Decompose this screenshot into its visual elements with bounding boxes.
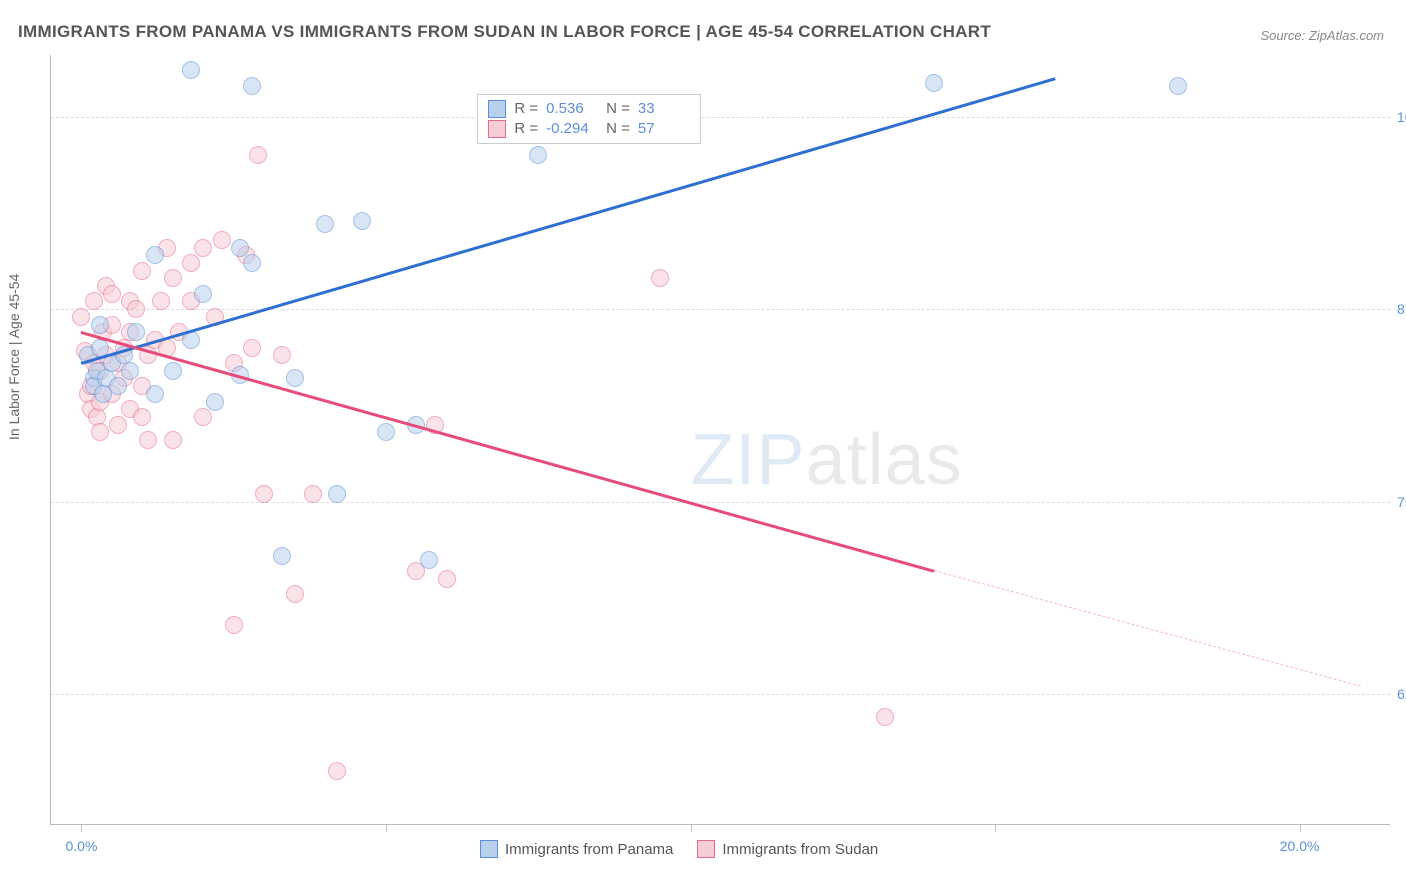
scatter-point-sudan [304,485,322,503]
x-tick-label: 0.0% [65,838,97,854]
scatter-point-panama [286,369,304,387]
scatter-point-sudan [438,570,456,588]
bottom-legend: Immigrants from Panama Immigrants from Su… [480,840,878,858]
scatter-point-panama [91,316,109,334]
legend-n-label: N = [606,120,630,137]
y-tick-label: 100.0% [1397,109,1406,125]
scatter-point-panama [353,212,371,230]
scatter-point-sudan [249,146,267,164]
scatter-point-panama [420,551,438,569]
scatter-point-sudan [213,231,231,249]
x-tick [691,824,692,832]
legend-r-value: 0.536 [546,100,598,117]
legend-label: Immigrants from Panama [505,841,673,858]
scatter-point-sudan [72,308,90,326]
x-tick [995,824,996,832]
plot-area: 62.5%75.0%87.5%100.0%0.0%20.0%ZIPatlasR … [50,55,1390,825]
scatter-point-panama [243,77,261,95]
bottom-legend-item-sudan: Immigrants from Sudan [697,840,878,858]
legend-n-value: 57 [638,120,690,137]
legend-row-sudan: R = -0.294 N = 57 [488,119,690,139]
legend-r-value: -0.294 [546,120,598,137]
scatter-point-sudan [109,416,127,434]
scatter-point-sudan [194,239,212,257]
scatter-point-sudan [876,708,894,726]
scatter-point-sudan [133,408,151,426]
scatter-point-panama [127,323,145,341]
legend-label: Immigrants from Sudan [722,841,878,858]
gridline-h [51,694,1390,695]
scatter-point-panama [377,423,395,441]
legend-swatch [480,840,498,858]
scatter-point-panama [1169,77,1187,95]
y-tick-label: 87.5% [1397,301,1406,317]
scatter-point-sudan [152,292,170,310]
scatter-point-panama [273,547,291,565]
scatter-point-panama [121,362,139,380]
legend-swatch [488,100,506,118]
scatter-point-sudan [182,254,200,272]
legend-row-panama: R = 0.536 N = 33 [488,99,690,119]
scatter-point-panama [164,362,182,380]
correlation-legend: R = 0.536 N = 33 R = -0.294 N = 57 [477,94,701,144]
x-tick [386,824,387,832]
scatter-point-panama [146,246,164,264]
scatter-point-sudan [225,616,243,634]
scatter-point-sudan [164,269,182,287]
scatter-point-sudan [273,346,291,364]
scatter-point-sudan [139,431,157,449]
legend-r-label: R = [514,100,538,117]
scatter-point-panama [109,377,127,395]
y-axis-label: In Labor Force | Age 45-54 [6,274,22,440]
watermark: ZIPatlas [691,419,963,501]
scatter-point-sudan [328,762,346,780]
scatter-point-sudan [194,408,212,426]
scatter-point-sudan [133,262,151,280]
scatter-point-panama [243,254,261,272]
source-attribution: Source: ZipAtlas.com [1260,28,1384,43]
scatter-point-sudan [91,423,109,441]
scatter-point-sudan [243,339,261,357]
chart-container: IMMIGRANTS FROM PANAMA VS IMMIGRANTS FRO… [0,0,1406,892]
legend-swatch [488,120,506,138]
scatter-point-sudan [255,485,273,503]
gridline-h [51,502,1390,503]
legend-n-value: 33 [638,100,690,117]
bottom-legend-item-panama: Immigrants from Panama [480,840,673,858]
trend-line [81,331,934,572]
scatter-point-panama [328,485,346,503]
chart-title: IMMIGRANTS FROM PANAMA VS IMMIGRANTS FRO… [18,22,991,42]
scatter-point-sudan [103,285,121,303]
legend-n-label: N = [606,100,630,117]
scatter-point-panama [206,393,224,411]
x-tick-label: 20.0% [1280,838,1320,854]
scatter-point-panama [194,285,212,303]
gridline-h [51,117,1390,118]
scatter-point-panama [182,61,200,79]
trend-line [934,570,1361,686]
scatter-point-sudan [286,585,304,603]
legend-r-label: R = [514,120,538,137]
scatter-point-sudan [651,269,669,287]
legend-swatch [697,840,715,858]
x-tick [1300,824,1301,832]
x-tick [81,824,82,832]
scatter-point-sudan [164,431,182,449]
scatter-point-sudan [85,292,103,310]
scatter-point-panama [146,385,164,403]
scatter-point-panama [529,146,547,164]
scatter-point-panama [925,74,943,92]
scatter-point-sudan [127,300,145,318]
y-tick-label: 75.0% [1397,494,1406,510]
scatter-point-panama [316,215,334,233]
y-tick-label: 62.5% [1397,686,1406,702]
scatter-point-panama [231,239,249,257]
gridline-h [51,309,1390,310]
